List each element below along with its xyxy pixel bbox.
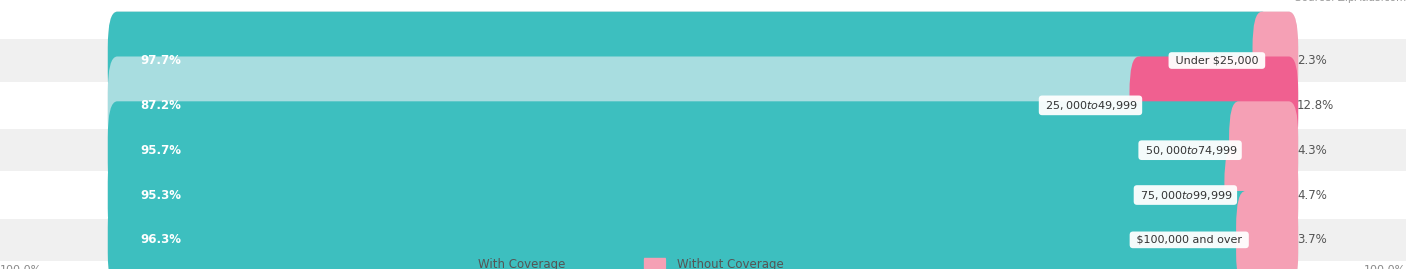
Bar bbox=[0, 129, 1406, 171]
FancyBboxPatch shape bbox=[108, 101, 1249, 199]
FancyBboxPatch shape bbox=[444, 258, 467, 269]
Text: $100,000 and over: $100,000 and over bbox=[1133, 235, 1246, 245]
FancyBboxPatch shape bbox=[1225, 146, 1298, 244]
Text: 100.0%: 100.0% bbox=[1364, 264, 1406, 269]
FancyBboxPatch shape bbox=[108, 12, 1271, 109]
Bar bbox=[0, 84, 1406, 126]
FancyBboxPatch shape bbox=[108, 56, 1149, 154]
FancyBboxPatch shape bbox=[108, 191, 1298, 269]
Text: 3.7%: 3.7% bbox=[1298, 233, 1327, 246]
FancyBboxPatch shape bbox=[1129, 56, 1298, 154]
Text: $75,000 to $99,999: $75,000 to $99,999 bbox=[1137, 189, 1234, 201]
FancyBboxPatch shape bbox=[108, 56, 1298, 154]
Text: Without Coverage: Without Coverage bbox=[678, 259, 785, 269]
Text: 100.0%: 100.0% bbox=[0, 264, 42, 269]
Text: 4.7%: 4.7% bbox=[1298, 189, 1327, 201]
Text: $25,000 to $49,999: $25,000 to $49,999 bbox=[1042, 99, 1139, 112]
Text: 95.7%: 95.7% bbox=[141, 144, 181, 157]
Text: 96.3%: 96.3% bbox=[141, 233, 181, 246]
FancyBboxPatch shape bbox=[1229, 101, 1298, 199]
FancyBboxPatch shape bbox=[108, 12, 1298, 109]
FancyBboxPatch shape bbox=[108, 101, 1298, 199]
Text: HEALTH INSURANCE COVERAGE BY HOUSEHOLD INCOME IN ZIP CODE 36280: HEALTH INSURANCE COVERAGE BY HOUSEHOLD I… bbox=[0, 0, 565, 3]
Text: 2.3%: 2.3% bbox=[1298, 54, 1327, 67]
FancyBboxPatch shape bbox=[108, 146, 1298, 244]
Text: Under $25,000: Under $25,000 bbox=[1171, 55, 1263, 66]
FancyBboxPatch shape bbox=[1236, 191, 1298, 269]
Text: 95.3%: 95.3% bbox=[141, 189, 181, 201]
Bar bbox=[0, 40, 1406, 82]
FancyBboxPatch shape bbox=[644, 258, 666, 269]
Text: $50,000 to $74,999: $50,000 to $74,999 bbox=[1142, 144, 1239, 157]
Text: With Coverage: With Coverage bbox=[478, 259, 565, 269]
FancyBboxPatch shape bbox=[1253, 12, 1298, 109]
Text: Source: ZipAtlas.com: Source: ZipAtlas.com bbox=[1295, 0, 1406, 3]
FancyBboxPatch shape bbox=[108, 191, 1256, 269]
FancyBboxPatch shape bbox=[108, 146, 1243, 244]
Text: 97.7%: 97.7% bbox=[141, 54, 181, 67]
Text: 12.8%: 12.8% bbox=[1298, 99, 1334, 112]
Text: 4.3%: 4.3% bbox=[1298, 144, 1327, 157]
Bar bbox=[0, 174, 1406, 216]
Bar bbox=[0, 219, 1406, 261]
Text: 87.2%: 87.2% bbox=[141, 99, 181, 112]
